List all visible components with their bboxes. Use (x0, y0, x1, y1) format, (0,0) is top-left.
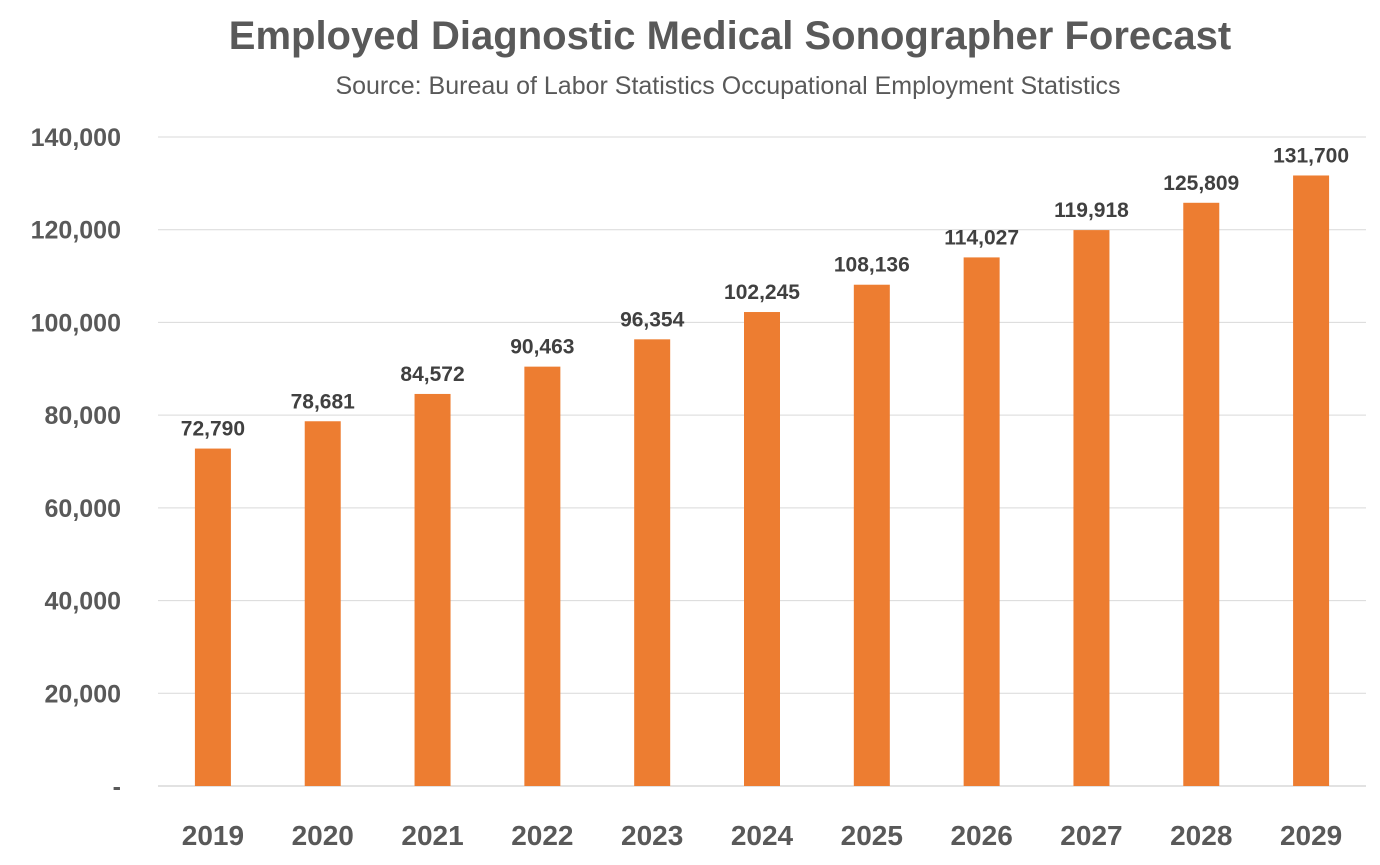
y-tick-label: 60,000 (45, 495, 121, 523)
data-label: 131,700 (1273, 144, 1349, 167)
x-category-label: 2022 (511, 820, 573, 851)
x-category-label: 2025 (841, 820, 903, 851)
data-label: 125,809 (1163, 172, 1239, 195)
bar (1073, 230, 1110, 786)
bar (304, 421, 341, 786)
data-label: 102,245 (724, 281, 800, 304)
y-tick-label: 100,000 (31, 309, 121, 337)
bar (1183, 202, 1220, 787)
y-tick-label: 120,000 (31, 217, 121, 245)
x-category-label: 2027 (1060, 820, 1122, 851)
bars (194, 175, 1330, 787)
bar (744, 312, 780, 786)
bar (1293, 175, 1330, 786)
y-tick-label: 40,000 (45, 588, 121, 616)
x-category-label: 2020 (292, 820, 354, 851)
x-category-label: 2019 (182, 820, 244, 851)
data-label: 96,354 (620, 308, 685, 331)
x-category-label: 2024 (731, 820, 794, 851)
bar (194, 448, 231, 786)
gridlines (158, 136, 1366, 787)
data-labels: 72,790 78,681 84,572 90,463 96,354 102,245 108… (181, 144, 1349, 440)
chart-title: Employed Diagnostic Medical Sonographer … (228, 14, 1232, 58)
x-axis-category-labels: 2019 2020 2021 2022 2023 2024 2025 2026 2027 2028… (182, 820, 1342, 851)
bar (414, 393, 451, 786)
data-label: 78,681 (291, 390, 356, 413)
y-tick-label: 20,000 (45, 680, 121, 708)
bar (853, 284, 890, 786)
data-label: 90,463 (510, 336, 574, 359)
data-label: 108,136 (834, 254, 910, 277)
y-axis-tick-labels: - 20,000 40,000 60,000 80,000 100,000 120,000 1… (31, 124, 121, 801)
x-category-label: 2028 (1170, 820, 1232, 851)
x-category-label: 2021 (401, 820, 463, 851)
bar (634, 339, 671, 786)
x-category-label: 2023 (621, 820, 683, 851)
data-label: 119,918 (1054, 199, 1129, 222)
data-label: 84,572 (400, 363, 464, 386)
bar (963, 257, 1000, 786)
data-label: 72,790 (181, 418, 245, 441)
y-tick-label: 80,000 (45, 402, 121, 430)
chart-subtitle: Source: Bureau of Labor Statistics Occup… (335, 72, 1121, 100)
data-label: 114,027 (944, 226, 1019, 249)
y-tick-label: 140,000 (31, 124, 121, 152)
y-tick-label: - (113, 773, 121, 801)
x-category-label: 2029 (1280, 820, 1342, 851)
bar (524, 366, 561, 786)
x-category-label: 2026 (950, 820, 1012, 851)
